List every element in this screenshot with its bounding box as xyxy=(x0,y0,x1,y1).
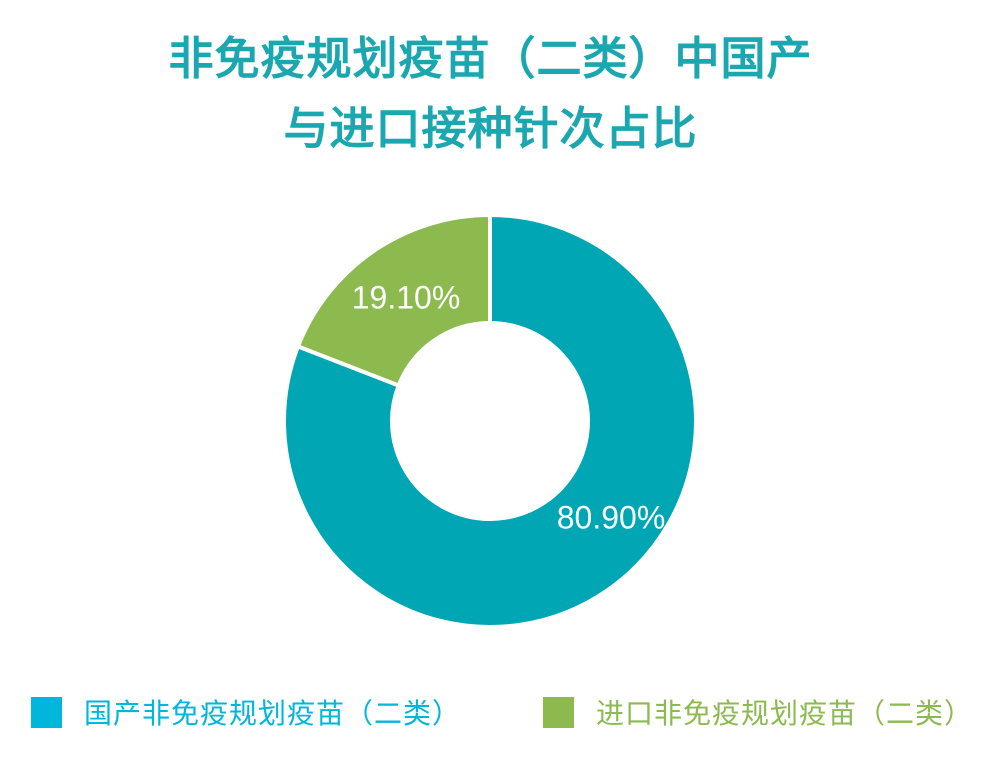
legend-item-imported: 进口非免疫规划疫苗（二类） xyxy=(542,692,973,732)
legend-label-domestic: 国产非免疫规划疫苗（二类） xyxy=(84,698,462,729)
legend-swatch-domestic xyxy=(31,696,62,728)
legend-item-domestic: 国产非免疫规划疫苗（二类） xyxy=(31,692,461,732)
chart-title: 非免疫规划疫苗（二类）中国产 与进口接种针次占比 xyxy=(0,24,981,164)
pie-slice-imported xyxy=(295,213,492,388)
legend: 国产非免疫规划疫苗（二类） 进口非免疫规划疫苗（二类） xyxy=(0,692,981,732)
slice-label-imported: 19.10% xyxy=(351,279,461,316)
chart-title-line-1: 非免疫规划疫苗（二类）中国产 xyxy=(168,33,813,84)
legend-swatch-imported xyxy=(542,696,574,728)
pie-slice-domestic xyxy=(282,213,698,629)
slice-label-domestic: 80.90% xyxy=(556,499,666,536)
chart-title-line-2: 与进口接种针次占比 xyxy=(283,103,698,154)
legend-label-imported: 进口非免疫规划疫苗（二类） xyxy=(595,698,973,729)
